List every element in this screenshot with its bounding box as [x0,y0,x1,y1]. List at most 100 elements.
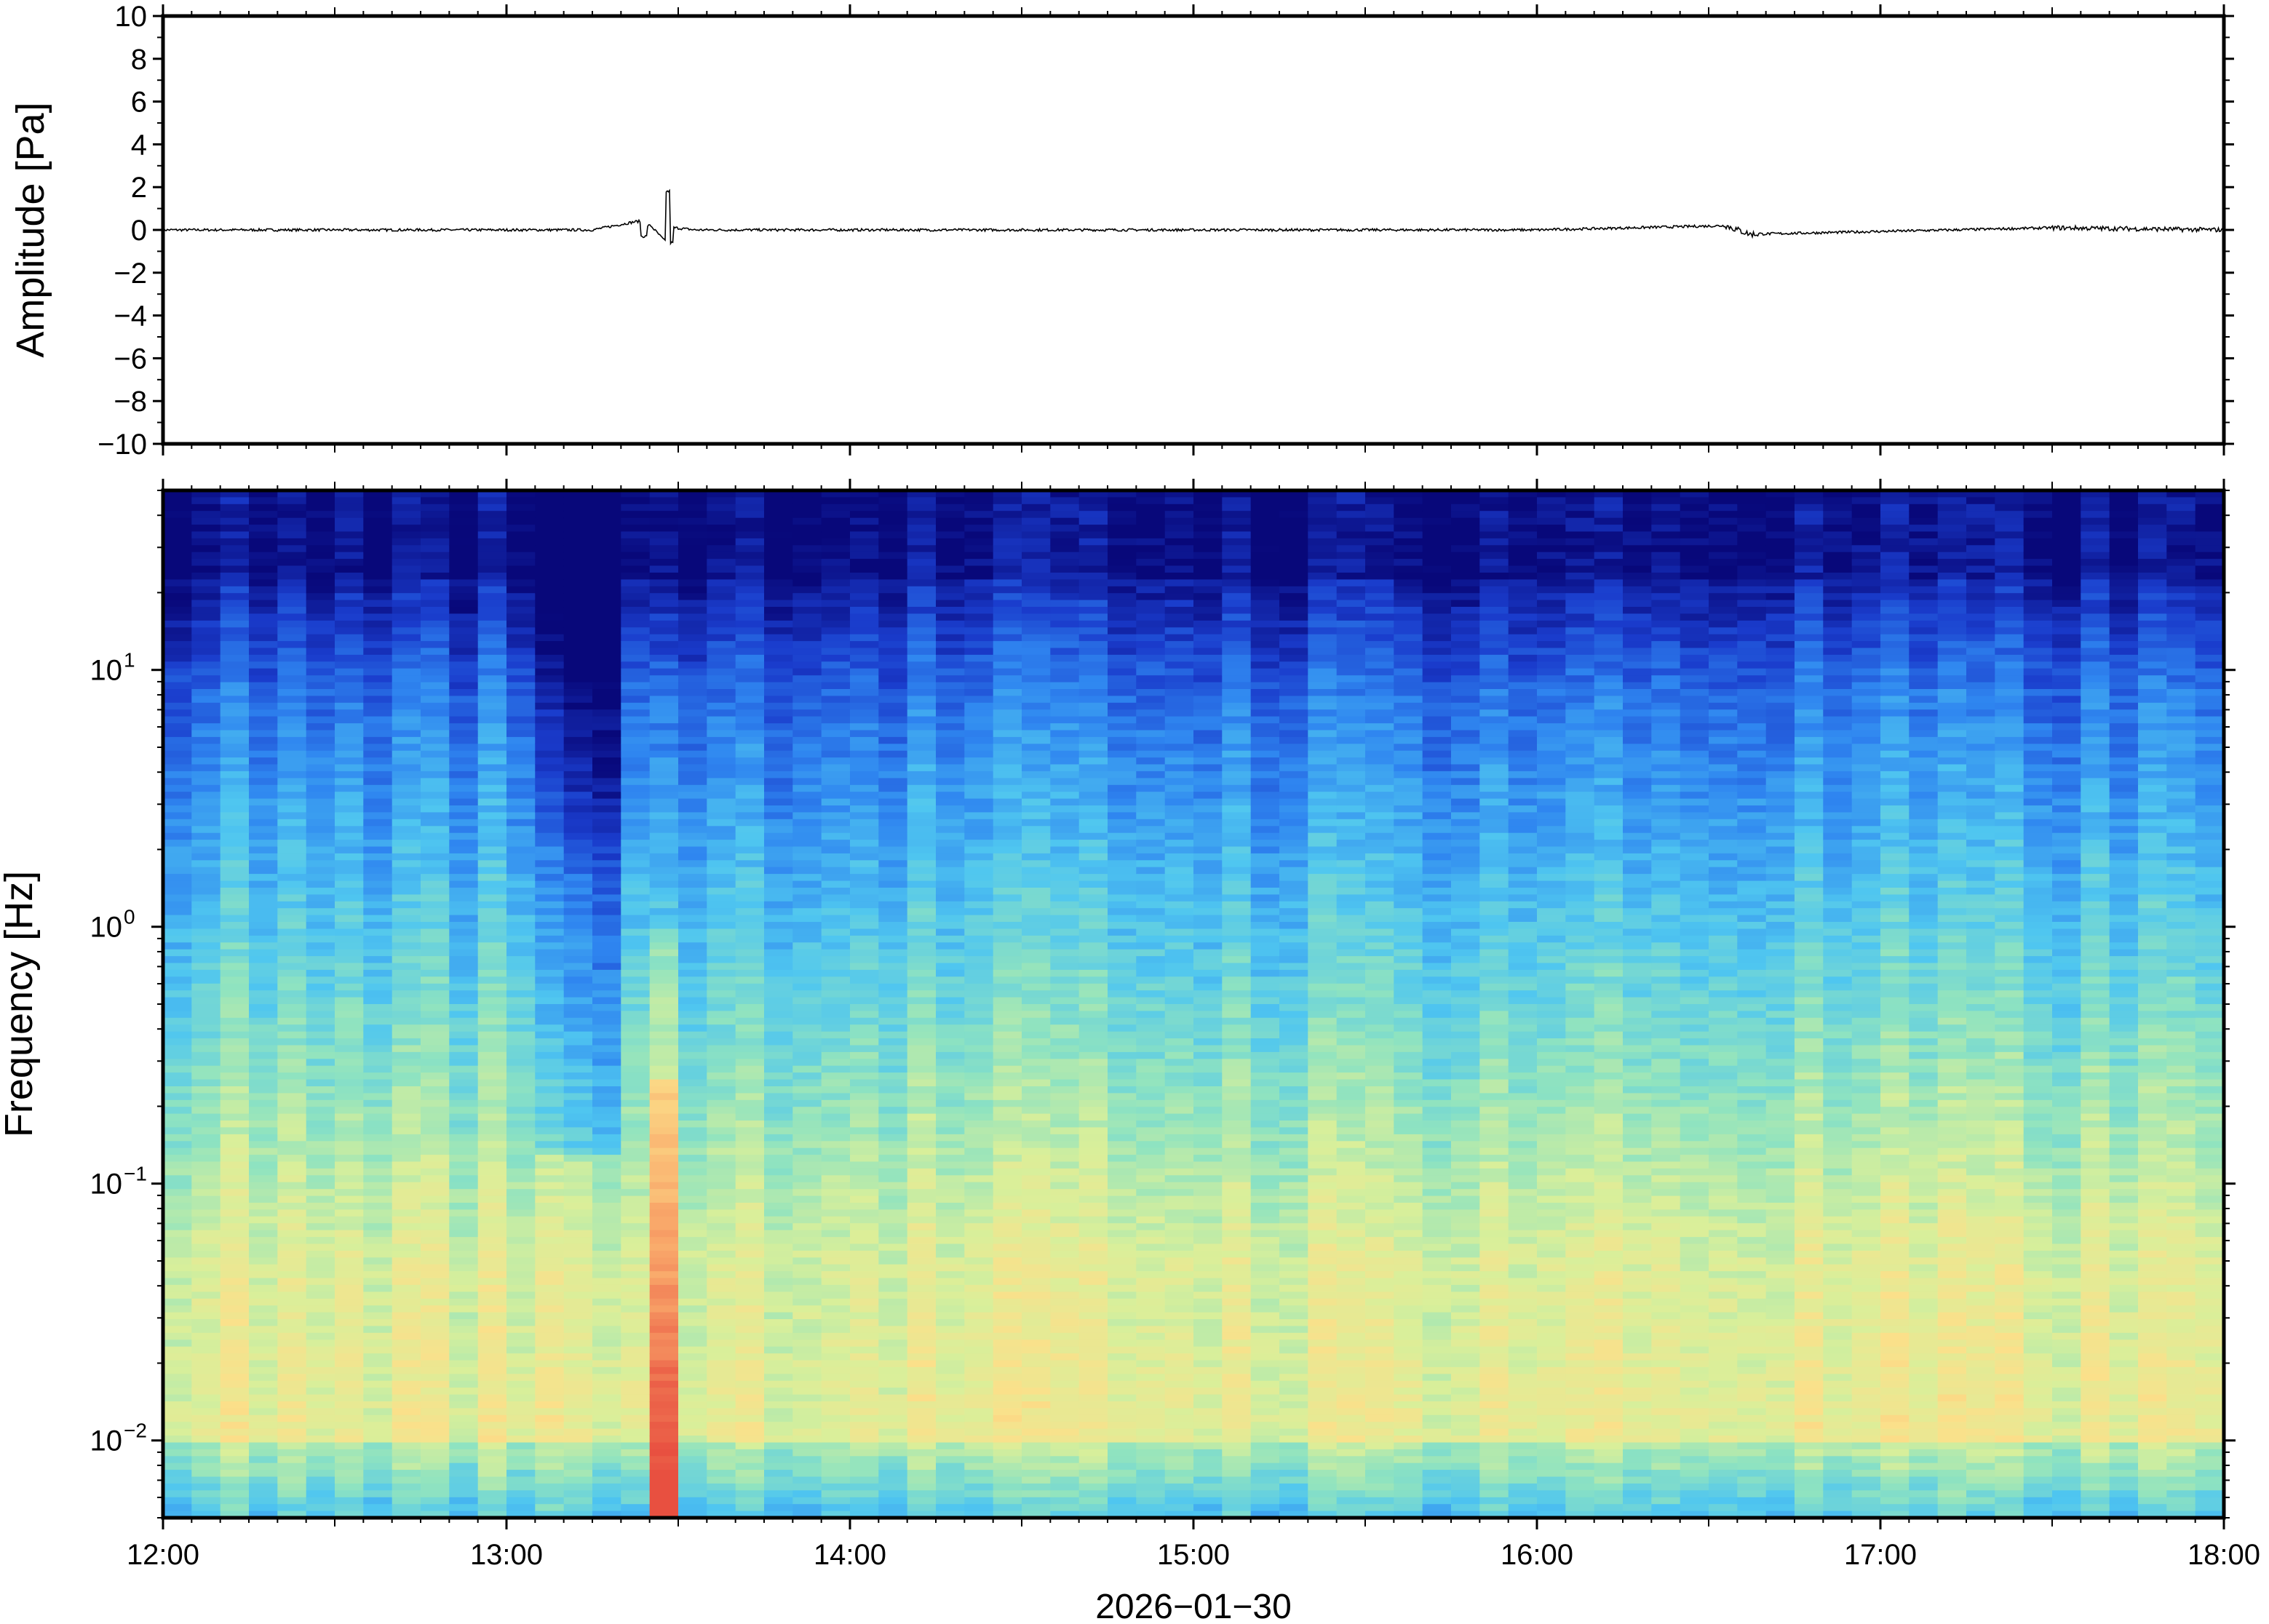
spectrogram-cell [392,1141,421,1149]
spectrogram-cell [563,648,593,656]
spectrogram-cell [563,1449,593,1457]
spectrogram-cell [621,949,651,957]
spectrogram-cell [993,894,1022,902]
spectrogram-cell [449,1291,479,1299]
spectrogram-cell [163,1209,192,1217]
spectrogram-cell [506,565,536,573]
spectrogram-cell [821,1243,851,1251]
spectrogram-cell [878,696,908,704]
spectrogram-cell [907,757,937,765]
spectrogram-cell [592,1189,621,1197]
spectrogram-cell [191,750,221,758]
spectrogram-cell [1078,949,1108,957]
spectrogram-cell [506,1305,536,1313]
spectrogram-cell [792,1340,822,1348]
spectrogram-cell [563,641,593,649]
spectrogram-cell [621,1312,651,1320]
spectrogram-cell [1022,1340,1051,1348]
spectrogram-cell [277,1332,307,1340]
spectrogram-cell [1022,1223,1051,1231]
spectrogram-cell [449,689,479,696]
spectrogram-cell [850,1353,879,1361]
spectrogram-cell [392,538,421,546]
spectrogram-cell [821,1449,851,1457]
spectrogram-cell [392,840,421,848]
spectrogram-cell [277,901,307,909]
spectrogram-cell [220,1332,250,1340]
spectrogram-cell [421,1271,450,1279]
spectrogram-cell [335,1422,364,1430]
spectrogram-cell [220,798,250,806]
spectrogram-cell [306,641,335,649]
spectrogram-cell [821,949,851,957]
spectrogram-cell [907,1195,937,1203]
spectrogram-cell [421,559,450,567]
spectrogram-cell [764,1045,793,1053]
spectrogram-cell [735,1257,765,1265]
spectrogram-cell [735,702,765,710]
spectrogram-cell [850,990,879,998]
spectrogram-cell [621,1271,651,1279]
spectrogram-cell [335,1305,364,1313]
spectrogram-cell [163,963,192,971]
spectrogram-cell [649,1031,679,1039]
spectrogram-cell [249,1182,278,1190]
spectrogram-cell [764,613,793,621]
spectrogram-cell [792,682,822,690]
spectrogram-cell [220,654,250,662]
spectrogram-cell [649,874,679,882]
spectrogram-cell [821,559,851,567]
spectrogram-cell [449,826,479,834]
spectrogram-cell [220,682,250,690]
spectrogram-cell [621,552,651,560]
spectrogram-cell [277,1051,307,1059]
spectrogram-cell [735,1414,765,1422]
spectrogram-cell [249,579,278,587]
spectrogram-cell [678,1216,707,1224]
spectrogram-cell [792,771,822,779]
spectrogram-cell [249,1161,278,1169]
spectrogram-cell [1050,1004,1080,1011]
spectrogram-cell [764,1051,793,1059]
spectrogram-cell [277,1305,307,1313]
spectrogram-cell [621,901,651,909]
spectrogram-cell [621,1011,651,1019]
spectrogram-cell [907,928,937,936]
spectrogram-cell [850,1065,879,1073]
spectrogram-cell [592,764,621,772]
spectrogram-cell [191,1456,221,1464]
spectrogram-cell [1022,503,1051,512]
spectrogram-cell [392,552,421,560]
spectrogram-cell [477,661,507,669]
spectrogram-cell [621,1065,651,1073]
spectrogram-cell [907,634,937,642]
spectrogram-cell [506,1264,536,1272]
spectrogram-cell [249,1086,278,1094]
spectrogram-cell [1050,1428,1080,1436]
spectrogram-cell [707,1312,736,1320]
spectrogram-cell [850,1504,879,1512]
spectrogram-cell [850,689,879,696]
spectrogram-cell [335,840,364,848]
spectrogram-cell [421,613,450,621]
spectrogram-cell [964,730,994,738]
spectrogram-cell [563,593,593,601]
spectrogram-cell [964,1168,994,1176]
spectrogram-cell [621,559,651,567]
spectrogram-cell [421,736,450,744]
spectrogram-cell [392,1298,421,1306]
spectrogram-cell [449,1168,479,1176]
spectrogram-cell [764,1414,793,1422]
spectrogram-cell [506,1346,536,1354]
spectrogram-cell [993,1340,1022,1348]
spectrogram-cell [1050,1155,1080,1163]
spectrogram-cell [421,723,450,731]
spectrogram-cell [363,1257,393,1265]
spectrogram-cell [878,1326,908,1334]
spectrogram-cell [821,840,851,848]
spectrogram-cell [592,1319,621,1326]
spectrogram-cell [792,1360,822,1368]
spectrogram-cell [563,600,593,608]
spectrogram-cell [850,1127,879,1135]
spectrogram-cell [306,1298,335,1306]
